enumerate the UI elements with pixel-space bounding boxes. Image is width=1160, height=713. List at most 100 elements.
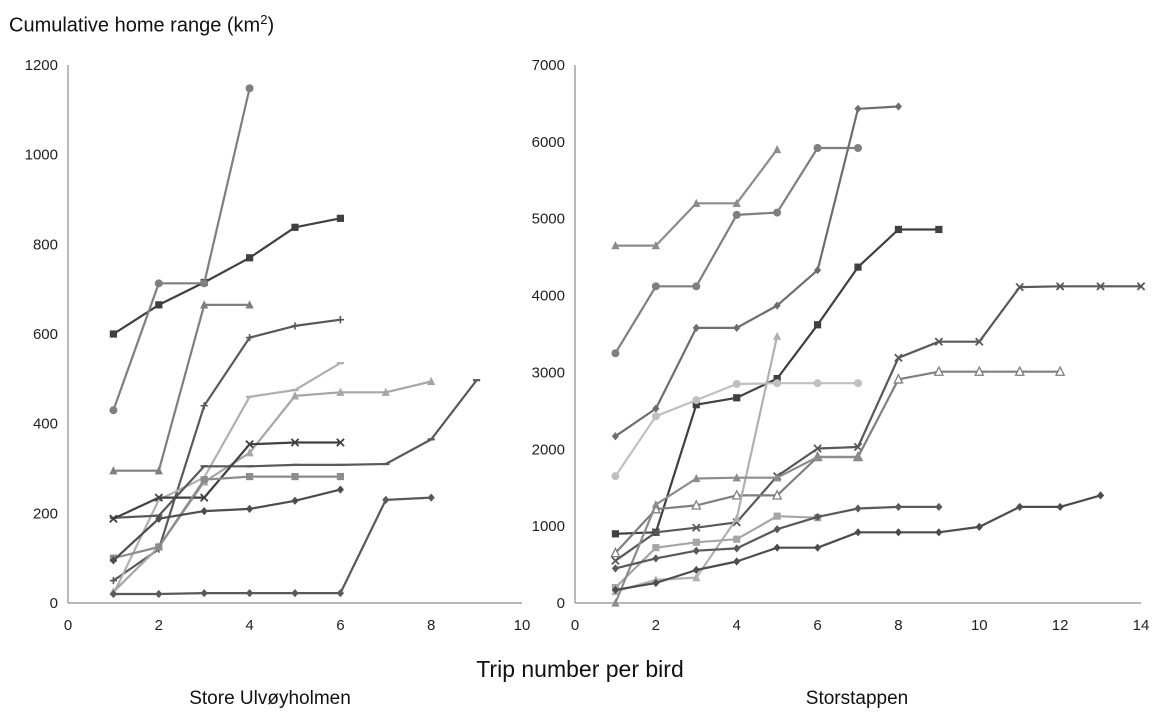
y-tick-label: 400 <box>33 416 58 433</box>
data-point <box>246 254 254 262</box>
data-point <box>109 589 117 599</box>
data-point <box>773 301 781 310</box>
series-3 <box>109 300 254 475</box>
y-tick-label: 0 <box>50 595 58 612</box>
data-point <box>692 538 700 546</box>
data-point <box>813 444 822 453</box>
data-point <box>200 589 208 598</box>
x-tick-label: 2 <box>652 617 660 634</box>
data-point <box>813 379 822 388</box>
data-point <box>692 473 701 483</box>
data-point <box>854 528 862 537</box>
data-point <box>200 402 208 410</box>
y-axis-label-text: Cumulative home range (km <box>9 14 261 37</box>
y-tick-label: 800 <box>33 236 58 253</box>
data-point <box>1056 502 1064 512</box>
data-point <box>1054 365 1066 376</box>
data-point <box>155 543 163 551</box>
data-point <box>692 396 701 405</box>
x-tick-label: 4 <box>245 617 253 634</box>
data-point <box>652 554 660 563</box>
data-point <box>200 300 209 309</box>
data-point <box>651 412 660 421</box>
data-point <box>692 523 701 532</box>
series-6 <box>611 379 862 481</box>
data-point <box>1014 365 1025 376</box>
data-point <box>975 337 984 346</box>
x-tick-label: 10 <box>971 617 988 634</box>
series-line <box>113 496 432 596</box>
data-point <box>246 472 254 481</box>
y-tick-label: 1000 <box>532 518 565 535</box>
chart-panel-store-ulvoyholmen: 0 200 400 600 800 1000 1200 0 2 4 6 8 10 <box>25 57 531 634</box>
series-3 <box>611 102 903 441</box>
data-point <box>336 316 344 324</box>
y-tick-label: 7000 <box>532 57 565 74</box>
data-point <box>611 530 620 538</box>
series-4 <box>109 316 344 585</box>
data-point <box>692 546 700 555</box>
data-point <box>933 365 945 376</box>
data-point <box>692 282 701 291</box>
data-point <box>773 525 781 534</box>
series-8 <box>611 331 782 596</box>
data-point <box>611 349 620 358</box>
chart-panel-storstappen: 0 1000 2000 3000 4000 5000 6000 7000 0 2 4 6 8 10 12 14 <box>532 57 1150 634</box>
data-point <box>773 379 782 388</box>
data-point <box>109 406 118 415</box>
data-point <box>611 556 620 565</box>
data-point <box>894 225 903 234</box>
data-point <box>935 528 943 537</box>
data-point <box>246 589 254 598</box>
data-point <box>854 504 862 513</box>
y-tick-label: 4000 <box>532 288 565 305</box>
y-tick-label: 600 <box>33 326 58 343</box>
data-point <box>651 528 661 537</box>
data-point <box>813 512 822 522</box>
data-point <box>611 241 620 250</box>
x-tick-label: 0 <box>64 617 72 634</box>
data-point <box>245 84 254 93</box>
data-point <box>200 476 208 484</box>
data-point <box>109 576 117 585</box>
data-point <box>934 337 944 346</box>
data-point <box>246 333 254 342</box>
data-point <box>854 104 862 113</box>
series-line <box>614 515 818 589</box>
data-point <box>610 546 621 558</box>
data-point <box>291 472 299 481</box>
data-point <box>1015 282 1024 292</box>
y-axis-label-close: ) <box>267 14 275 37</box>
data-point <box>813 543 822 552</box>
data-point <box>733 557 741 566</box>
series-4 <box>611 225 943 538</box>
data-point <box>813 452 822 461</box>
x-tick-label: 4 <box>733 617 741 634</box>
series-8 <box>109 438 345 523</box>
y-tick-label: 1200 <box>25 57 58 74</box>
x-tick-label: 6 <box>813 617 821 634</box>
data-point <box>651 241 660 250</box>
data-point <box>732 513 741 523</box>
data-point <box>199 493 209 502</box>
series-5 <box>611 282 1146 565</box>
x-tick-label: 2 <box>155 617 163 634</box>
data-point <box>245 440 254 449</box>
series-line <box>112 488 341 562</box>
y-tick-label: 2000 <box>532 441 565 458</box>
series-line <box>113 475 341 560</box>
y-tick-label: 1000 <box>25 147 58 164</box>
data-point <box>291 496 299 505</box>
data-point <box>611 432 620 441</box>
data-point <box>291 322 299 330</box>
data-point <box>773 144 782 154</box>
data-point <box>894 102 903 111</box>
data-point <box>382 495 390 504</box>
panel-title-store-ulvoyholmen: Store Ulvøyholmen <box>189 688 351 709</box>
data-point <box>336 387 345 396</box>
data-point <box>692 323 700 332</box>
x-tick-label: 14 <box>1133 617 1150 634</box>
data-point <box>1016 502 1024 512</box>
data-point <box>691 499 702 510</box>
series-10 <box>109 485 344 565</box>
